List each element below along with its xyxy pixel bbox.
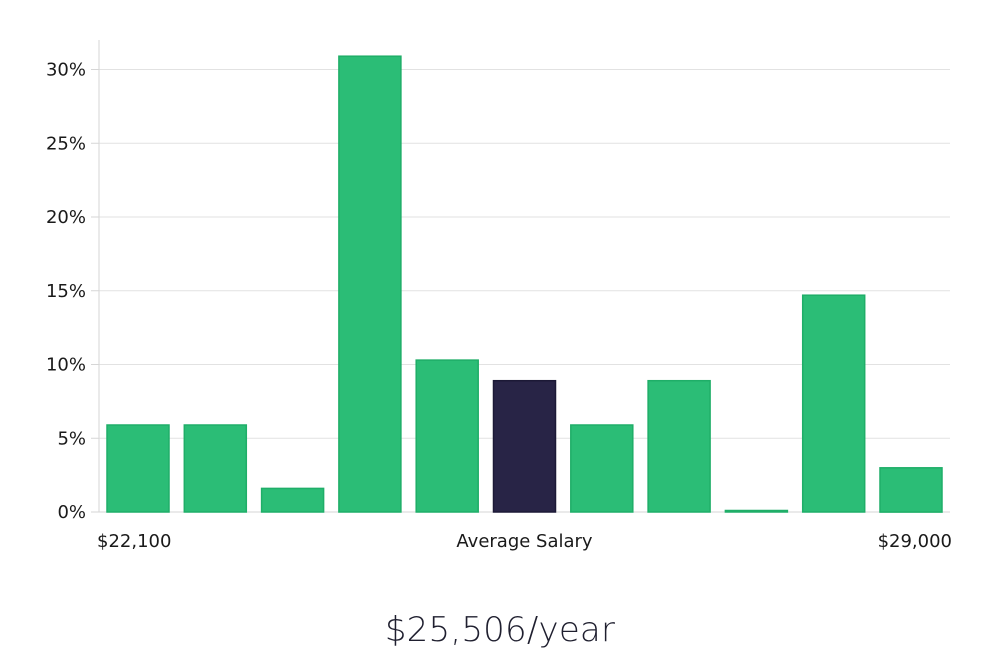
x-label-max: $29,000 bbox=[878, 531, 952, 552]
bar-average-salary bbox=[492, 379, 557, 513]
y-tick-label: 20% bbox=[46, 207, 86, 228]
y-tick-label: 0% bbox=[57, 502, 86, 523]
y-tick-label: 10% bbox=[46, 355, 86, 376]
bar bbox=[801, 294, 866, 513]
bar bbox=[260, 487, 325, 513]
y-tick-label: 5% bbox=[57, 428, 86, 449]
bar bbox=[183, 424, 248, 513]
bar bbox=[570, 424, 634, 513]
average-salary-value: $25,506/year bbox=[384, 610, 616, 650]
y-tick-label: 30% bbox=[46, 60, 86, 81]
bar bbox=[647, 379, 711, 513]
bar bbox=[338, 55, 402, 513]
bar bbox=[106, 424, 170, 513]
y-tick-label: 25% bbox=[46, 133, 86, 154]
y-tick-label: 15% bbox=[46, 281, 86, 302]
bars bbox=[106, 55, 943, 513]
x-label-average: Average Salary bbox=[456, 531, 593, 552]
bar bbox=[879, 467, 943, 513]
x-axis: $22,100 Average Salary $29,000 bbox=[97, 531, 952, 552]
x-label-min: $22,100 bbox=[97, 531, 171, 552]
bar bbox=[724, 509, 789, 513]
bar bbox=[415, 359, 479, 513]
y-axis: 0% 5% 10% 15% 20% 25% 30% bbox=[46, 40, 100, 523]
